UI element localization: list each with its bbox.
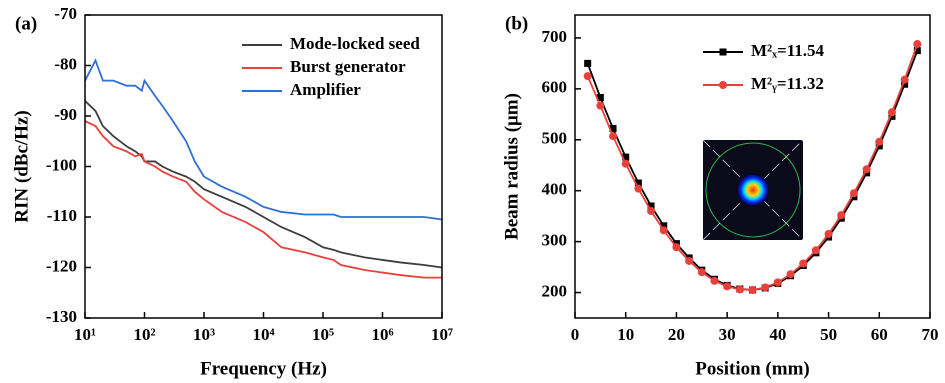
legend-label: Mode-locked seed xyxy=(290,34,420,53)
legend-label: M²ᵧ=11.32 xyxy=(751,74,824,93)
marker xyxy=(837,211,845,219)
panel: (a) Frequency (Hz) RIN (dBc/Hz) 10¹ 10² 10³ 10… xyxy=(11,4,453,379)
marker xyxy=(672,243,680,251)
marker xyxy=(888,108,896,116)
y-axis-title: Beam radius (μm) xyxy=(501,93,522,240)
marker xyxy=(660,226,668,234)
marker xyxy=(584,72,592,80)
marker xyxy=(875,138,883,146)
legend-label: Amplifier xyxy=(290,80,361,99)
marker xyxy=(736,285,744,293)
x-tick-label: 20 xyxy=(668,325,685,344)
y-tick-label: 700 xyxy=(542,27,568,46)
marker xyxy=(622,160,630,168)
marker xyxy=(850,189,858,197)
panel-label: (a) xyxy=(15,13,37,34)
legend-marker xyxy=(720,49,727,56)
x-tick-label: 30 xyxy=(719,325,736,344)
y-tick-label: -80 xyxy=(54,54,77,73)
figure: (a) Frequency (Hz) RIN (dBc/Hz) 10¹ 10² 10³ 10… xyxy=(0,0,945,383)
y-tick-label: -100 xyxy=(46,155,77,174)
legend-label: Burst generator xyxy=(290,57,406,76)
y-tick-label: 500 xyxy=(542,129,568,148)
panel-label: (b) xyxy=(505,13,528,34)
marker xyxy=(647,207,655,215)
marker xyxy=(774,278,782,286)
series-line xyxy=(85,121,442,278)
x-tick-label: 0 xyxy=(571,325,580,344)
x-tick-label: 10⁷ xyxy=(431,325,453,344)
y-tick-label: 600 xyxy=(542,78,568,97)
x-tick-label: 40 xyxy=(769,325,786,344)
x-axis-title: Frequency (Hz) xyxy=(200,358,327,379)
legend-marker xyxy=(719,81,727,89)
marker xyxy=(901,76,909,84)
marker xyxy=(723,282,731,290)
y-tick-label: -90 xyxy=(54,105,77,124)
marker xyxy=(761,283,769,291)
legend-label: M²ₓ=11.54 xyxy=(751,41,825,60)
y-tick-label: -110 xyxy=(47,206,77,225)
x-tick-label: 10⁵ xyxy=(312,325,334,344)
marker xyxy=(825,230,833,238)
x-tick-label: 10¹ xyxy=(74,325,96,344)
y-tick-label: -120 xyxy=(46,256,77,275)
x-tick-label: 10 xyxy=(617,325,634,344)
marker xyxy=(634,185,642,193)
x-tick-label: 60 xyxy=(871,325,888,344)
marker xyxy=(787,270,795,278)
marker xyxy=(812,246,820,254)
marker xyxy=(913,40,921,48)
marker xyxy=(799,260,807,268)
y-axis-title: RIN (dBc/Hz) xyxy=(11,110,32,222)
marker xyxy=(596,102,604,110)
x-tick-label: 10⁶ xyxy=(371,325,393,344)
y-tick-label: -70 xyxy=(54,4,77,23)
x-tick-label: 50 xyxy=(820,325,837,344)
marker xyxy=(698,268,706,276)
y-tick-label: 300 xyxy=(542,231,568,250)
x-tick-label: 70 xyxy=(922,325,939,344)
x-axis-title: Position (mm) xyxy=(695,358,810,379)
series-line xyxy=(85,60,442,219)
marker xyxy=(863,165,871,173)
marker xyxy=(710,277,718,285)
beam-inset xyxy=(703,140,803,240)
x-tick-label: 10⁴ xyxy=(252,325,274,344)
x-tick-label: 10³ xyxy=(193,325,215,344)
marker xyxy=(749,286,757,294)
y-tick-label: 200 xyxy=(542,281,568,300)
marker xyxy=(685,257,693,265)
series-line xyxy=(85,101,442,268)
x-tick-label: 10² xyxy=(133,325,155,344)
y-tick-label: -130 xyxy=(46,307,77,326)
y-tick-label: 400 xyxy=(542,180,568,199)
marker xyxy=(609,132,617,140)
marker xyxy=(584,60,591,67)
